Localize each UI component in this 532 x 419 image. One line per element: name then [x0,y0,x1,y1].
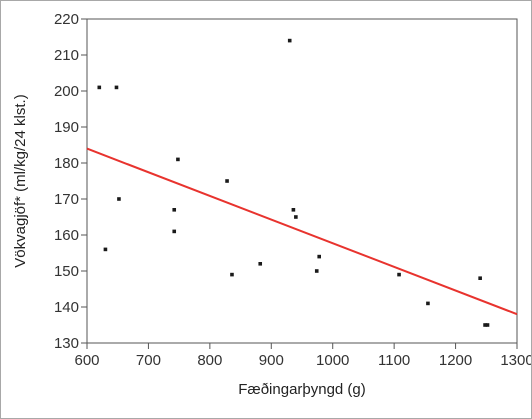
y-tick-label: 170 [54,191,79,208]
data-point [317,254,321,259]
y-axis-title: Vökvagjöf* (ml/kg/24 klst.) [12,94,29,267]
x-axis-ticks: 600 700 800 900 1000 1100 1200 1300 [74,343,531,369]
data-point [294,215,298,219]
x-tick-label: 1300 [500,352,531,369]
data-point [172,229,177,234]
y-tick-label: 190 [54,119,79,136]
x-axis-title: Fæðingarþyngd (g) [238,381,366,398]
x-tick-label: 1100 [378,352,410,369]
y-tick-label: 200 [54,83,79,100]
y-tick-label: 220 [54,11,79,28]
data-point [103,247,108,252]
data-point [230,272,234,277]
data-point [485,323,490,327]
data-point [225,179,229,183]
y-tick-label: 210 [54,47,79,64]
data-point [117,197,121,201]
data-point [314,269,319,273]
data-point [483,323,487,327]
data-point [114,85,119,90]
x-tick-label: 600 [74,352,99,369]
x-tick-label: 700 [136,352,161,369]
x-tick-label: 900 [259,352,284,369]
y-tick-label: 180 [54,155,79,172]
x-tick-label: 1200 [439,352,472,369]
data-point [397,272,401,277]
x-tick-label: 1000 [316,352,349,369]
data-point [291,208,296,212]
y-tick-label: 150 [54,263,79,280]
data-point [176,157,180,162]
y-tick-label: 140 [54,299,79,316]
y-axis-ticks: 130 140 150 160 170 180 190 200 210 220 [54,11,87,352]
plot-area [86,18,518,344]
data-point [426,301,430,306]
data-points [97,38,490,327]
data-point [97,85,102,90]
data-point [287,38,292,43]
x-tick-label: 800 [197,352,222,369]
trend-line [86,147,518,316]
data-point [258,262,263,266]
y-tick-label: 130 [54,335,79,352]
data-point [478,276,482,280]
y-tick-label: 160 [54,227,79,244]
data-point [172,208,177,212]
